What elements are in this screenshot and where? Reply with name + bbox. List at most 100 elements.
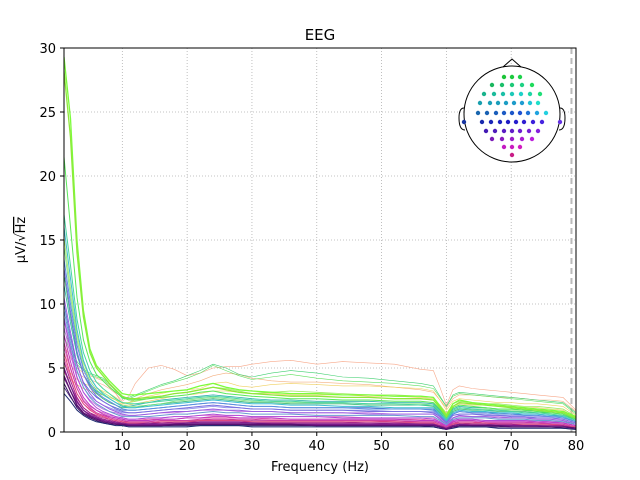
- series-lines: [64, 56, 576, 431]
- sensor-dot: [493, 110, 499, 116]
- sensor-dot: [529, 82, 535, 88]
- sensor-dot: [475, 110, 481, 116]
- sensor-dot: [484, 110, 490, 116]
- sensor-dot: [492, 128, 498, 134]
- x-tick-label: 30: [244, 439, 261, 454]
- series-line: [64, 237, 576, 417]
- left-ear-icon: [458, 107, 466, 131]
- sensor-dot: [521, 119, 527, 125]
- series-line: [64, 214, 576, 421]
- sensor-dot: [499, 136, 505, 142]
- sensor-dot: [509, 144, 515, 150]
- sensor-dot: [513, 119, 519, 125]
- sensor-dot: [501, 74, 507, 80]
- y-tick-label: 25: [39, 106, 56, 121]
- sensor-dots: [461, 74, 563, 158]
- x-tick-label: 80: [568, 439, 585, 454]
- sensor-dot: [519, 136, 525, 142]
- sensor-dot: [517, 110, 523, 116]
- x-tick-label: 40: [308, 439, 325, 454]
- sensor-dot: [509, 128, 515, 134]
- series-line: [64, 297, 576, 425]
- sensor-dot: [479, 119, 485, 125]
- sensor-dot: [491, 91, 497, 97]
- sensor-dot: [509, 152, 515, 158]
- sensor-dot: [509, 82, 515, 88]
- x-axis-label: Frequency (Hz): [271, 460, 369, 475]
- right-ear-icon: [558, 107, 566, 131]
- series-line: [64, 355, 576, 411]
- y-tick-label: 15: [39, 234, 56, 249]
- sensor-dot: [517, 144, 523, 150]
- sensor-dot: [499, 82, 505, 88]
- sensor-dot: [518, 91, 524, 97]
- sensor-dot: [535, 100, 541, 106]
- sensor-dot: [537, 91, 543, 97]
- sensor-dot: [497, 119, 503, 125]
- series-line: [64, 335, 576, 415]
- sensor-dot: [501, 144, 507, 150]
- series-line: [64, 56, 576, 418]
- y-axis-label-group: µV/√Hz: [14, 217, 29, 264]
- chart-title: EEG: [305, 26, 336, 44]
- series-line: [64, 156, 576, 420]
- sensor-dot: [481, 91, 487, 97]
- sensor-dot: [509, 74, 515, 80]
- y-axis-label-unit: Hz: [14, 217, 29, 234]
- y-tick-label: 20: [39, 170, 56, 185]
- sensor-dot: [543, 110, 549, 116]
- x-tick-label: 50: [373, 439, 390, 454]
- x-tick-label: 20: [179, 439, 196, 454]
- sensor-dot: [525, 110, 531, 116]
- series-line: [64, 227, 576, 423]
- y-tick-label: 30: [39, 42, 56, 57]
- series-line: [64, 310, 576, 425]
- sensor-dot: [526, 128, 532, 134]
- sensor-dot: [519, 82, 525, 88]
- sensor-dot: [488, 119, 494, 125]
- sensor-dot: [489, 82, 495, 88]
- x-tick-label: 10: [114, 439, 131, 454]
- y-axis-ticks: 0 5 10 15 20 25 30: [39, 42, 64, 441]
- sensor-dot: [535, 128, 541, 134]
- nose-icon: [502, 58, 522, 68]
- series-line: [64, 319, 576, 427]
- sensor-dot: [509, 91, 515, 97]
- sensor-dot: [517, 128, 523, 134]
- sensor-dot: [509, 136, 515, 142]
- sensor-dot: [517, 74, 523, 80]
- series-line: [64, 334, 576, 428]
- sensor-dot: [527, 100, 533, 106]
- sensor-dot: [539, 119, 545, 125]
- series-line: [64, 259, 576, 423]
- x-tick-label: 60: [438, 439, 455, 454]
- series-line: [64, 375, 576, 431]
- y-axis-label-root: √: [14, 233, 29, 242]
- sensor-dot: [495, 100, 501, 106]
- sensor-dot: [530, 119, 536, 125]
- sensor-dot: [503, 100, 509, 106]
- x-axis-ticks: 10 20 30 40 50 60 70 80: [114, 432, 584, 454]
- y-axis-label-prefix: µV/: [14, 241, 29, 263]
- sensor-layout-inset: [458, 58, 566, 163]
- sensor-dot: [477, 100, 483, 106]
- series-line: [64, 393, 576, 430]
- y-axis-label: µV/√Hz: [14, 217, 29, 264]
- series-line: [64, 268, 576, 424]
- sensor-dot: [505, 119, 511, 125]
- series-line: [64, 352, 576, 429]
- sensor-dot: [519, 100, 525, 106]
- sensor-dot: [489, 136, 495, 142]
- sensor-dot: [501, 110, 507, 116]
- series-line: [64, 70, 576, 419]
- sensor-dot: [527, 91, 533, 97]
- sensor-dot: [483, 128, 489, 134]
- x-tick-label: 70: [503, 439, 520, 454]
- sensor-dot: [487, 100, 493, 106]
- y-tick-label: 10: [39, 298, 56, 313]
- sensor-dot: [511, 100, 517, 106]
- sensor-dot: [500, 91, 506, 97]
- sensor-dot: [501, 128, 507, 134]
- sensor-dot: [557, 119, 563, 125]
